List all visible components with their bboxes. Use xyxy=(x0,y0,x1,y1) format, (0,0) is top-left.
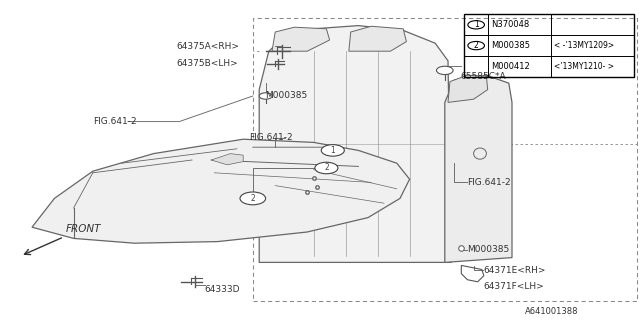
Text: M000385: M000385 xyxy=(467,245,509,254)
Bar xyxy=(464,14,634,77)
Polygon shape xyxy=(259,26,451,262)
Text: 2: 2 xyxy=(324,164,329,172)
Text: 1: 1 xyxy=(330,146,335,155)
Text: FIG.641-2: FIG.641-2 xyxy=(467,178,511,187)
Polygon shape xyxy=(445,75,512,262)
Text: A641001388: A641001388 xyxy=(525,308,579,316)
Text: 64333D: 64333D xyxy=(205,285,240,294)
Text: N370048: N370048 xyxy=(492,20,530,29)
Text: 64371E<RH>: 64371E<RH> xyxy=(483,266,546,275)
Text: 65585C*A: 65585C*A xyxy=(461,72,506,81)
Text: 64375A<RH>: 64375A<RH> xyxy=(176,42,239,51)
Circle shape xyxy=(468,20,484,29)
Polygon shape xyxy=(448,75,488,102)
Circle shape xyxy=(321,145,344,156)
Circle shape xyxy=(259,93,272,99)
Circle shape xyxy=(468,41,484,50)
Polygon shape xyxy=(32,139,410,243)
Text: M000385: M000385 xyxy=(492,41,531,50)
Text: M000412: M000412 xyxy=(492,62,531,71)
Text: 1: 1 xyxy=(474,20,479,29)
Text: M000385: M000385 xyxy=(266,92,308,100)
Text: FIG.641-2: FIG.641-2 xyxy=(250,133,293,142)
Circle shape xyxy=(436,66,453,75)
Polygon shape xyxy=(211,154,243,165)
Text: FIG.641-2: FIG.641-2 xyxy=(93,117,136,126)
Text: 64375B<LH>: 64375B<LH> xyxy=(176,60,237,68)
Text: <’13MY1210- >: <’13MY1210- > xyxy=(554,62,614,71)
Polygon shape xyxy=(272,27,330,51)
Text: FRONT: FRONT xyxy=(65,224,100,234)
Text: 64371F<LH>: 64371F<LH> xyxy=(483,282,544,291)
Circle shape xyxy=(315,162,338,174)
Polygon shape xyxy=(349,26,406,51)
Text: 2: 2 xyxy=(250,194,255,203)
Text: 2: 2 xyxy=(474,41,479,50)
Circle shape xyxy=(240,192,266,205)
Text: < -’13MY1209>: < -’13MY1209> xyxy=(554,41,614,50)
